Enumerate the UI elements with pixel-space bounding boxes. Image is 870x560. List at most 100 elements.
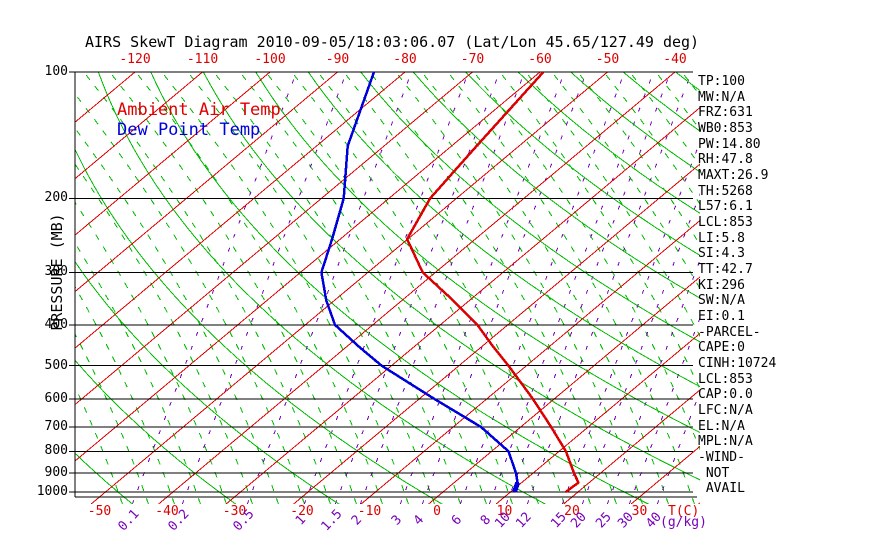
stat-line: LFC:N/A [698,402,753,418]
moist-adiabat-line [447,72,695,504]
grid-lines [75,72,700,504]
stat-line: -PARCEL- [698,324,761,340]
dry-adiabat-line [75,148,443,504]
mixing-ratio-line [505,72,672,504]
sounding-profiles [320,72,580,494]
mixing-ratio-line [359,72,526,504]
dewpoint-trace [320,72,519,493]
dry-adiabat-line [517,72,700,214]
dry-adiabat-line [360,72,700,343]
stat-line: SW:N/A [698,293,745,309]
moist-adiabat-line [75,93,305,504]
moist-adiabat-line [551,72,700,290]
isotherm-line [495,332,700,504]
moist-adiabat-line [239,72,487,504]
moist-adiabat-line [135,72,383,504]
temperature-trace [405,72,580,494]
mixing-ratio-line [246,72,413,504]
dry-adiabat-line [412,72,700,299]
stat-line: TT:42.7 [698,261,753,277]
isotherm-line [158,72,676,504]
moist-adiabat-line [83,72,331,504]
dry-adiabat-line [570,72,700,173]
stat-line: WB0:853 [698,120,753,136]
moist-adiabat-line [75,127,279,504]
mixing-ratio-line [334,72,501,504]
isotherm-line [563,389,700,504]
isotherm-line [360,219,700,504]
stat-line: MPL:N/A [698,434,753,450]
isotherm-line [75,72,203,180]
mixing-ratio-line [628,316,700,504]
stat-line: CAPE:0 [698,340,745,356]
temp-axis-unit: T(C) [668,504,700,519]
isotherm-line [75,72,406,349]
stat-line: TP:100 [698,74,745,89]
moist-adiabat-line [187,72,435,504]
moist-adiabat-line [525,72,700,338]
stat-line: RH:47.8 [698,152,753,168]
dry-adiabat-line [307,72,700,388]
mixing-ratio-line [459,72,626,504]
dry-adiabat-line [465,72,700,256]
mixing-ratio-line [606,258,700,504]
moist-adiabat-line [421,72,669,504]
moist-adiabat-line [317,72,565,504]
isotherm-line [90,72,608,504]
moist-adiabat-line [369,72,617,504]
mixing-ratio-line [399,72,566,504]
dry-adiabat-line [255,72,700,434]
mixing-ratio-line [181,72,348,504]
stat-line: PW:14.80 [698,136,761,152]
isotherm-line [75,72,338,293]
mixing-ratio-line [561,140,700,504]
stat-line: AVAIL [698,481,745,497]
isotherm-line [225,106,700,504]
dry-adiabat-line [150,72,650,504]
stat-line: EI:0.1 [698,308,745,324]
mixing-ratio-line [131,72,298,504]
stat-line: NOT [698,465,730,481]
mixing-ratio-line [488,72,655,504]
legend-ambient-temp: Ambient Air Temp [117,100,281,120]
isotherm-line [75,72,473,406]
stat-line: CAP:0.0 [698,387,753,403]
isotherm-line [293,163,700,504]
isotherm-line [75,72,541,462]
mixing-ratio-line [656,390,700,504]
stat-line: EL:N/A [698,418,745,434]
stat-line: TH:5268 [698,183,753,199]
stat-line: LI:5.8 [698,230,745,246]
stat-line: LCL:853 [698,371,753,387]
stat-line: MAXT:26.9 [698,167,769,183]
dry-adiabat-line [75,260,340,504]
mixing-ratio-line [581,192,700,504]
moist-adiabat-line [75,201,227,504]
dry-adiabat-line [202,72,700,481]
stat-line: FRZ:631 [698,105,753,121]
stat-line: KI:296 [698,277,745,293]
dewpoint-trace-tip [512,481,520,493]
isotherm-line [75,72,271,236]
moist-adiabat-line [161,72,409,504]
chart-title: AIRS SkewT Diagram 2010-09-05/18:03:06.0… [85,33,700,51]
moist-adiabat-line [213,72,461,504]
stat-line: -WIND- [698,449,745,465]
isotherm-line [428,276,700,504]
stat-line: L57:6.1 [698,199,753,215]
mixing-ratio-line [526,72,693,504]
moist-adiabat-line [499,72,700,391]
mixing-ratio-line [303,72,470,504]
dry-adiabat-line [97,72,546,504]
legend-dew-point: Dew Point Temp [117,120,261,140]
stat-line: LCL:853 [698,214,753,230]
moist-adiabat-line [473,72,700,451]
pressure-grid [69,71,697,498]
stat-line: SI:4.3 [698,246,745,262]
moist-adiabat-line [75,242,201,504]
moist-adiabat-line [265,72,513,504]
stat-line: CINH:10724 [698,355,777,371]
